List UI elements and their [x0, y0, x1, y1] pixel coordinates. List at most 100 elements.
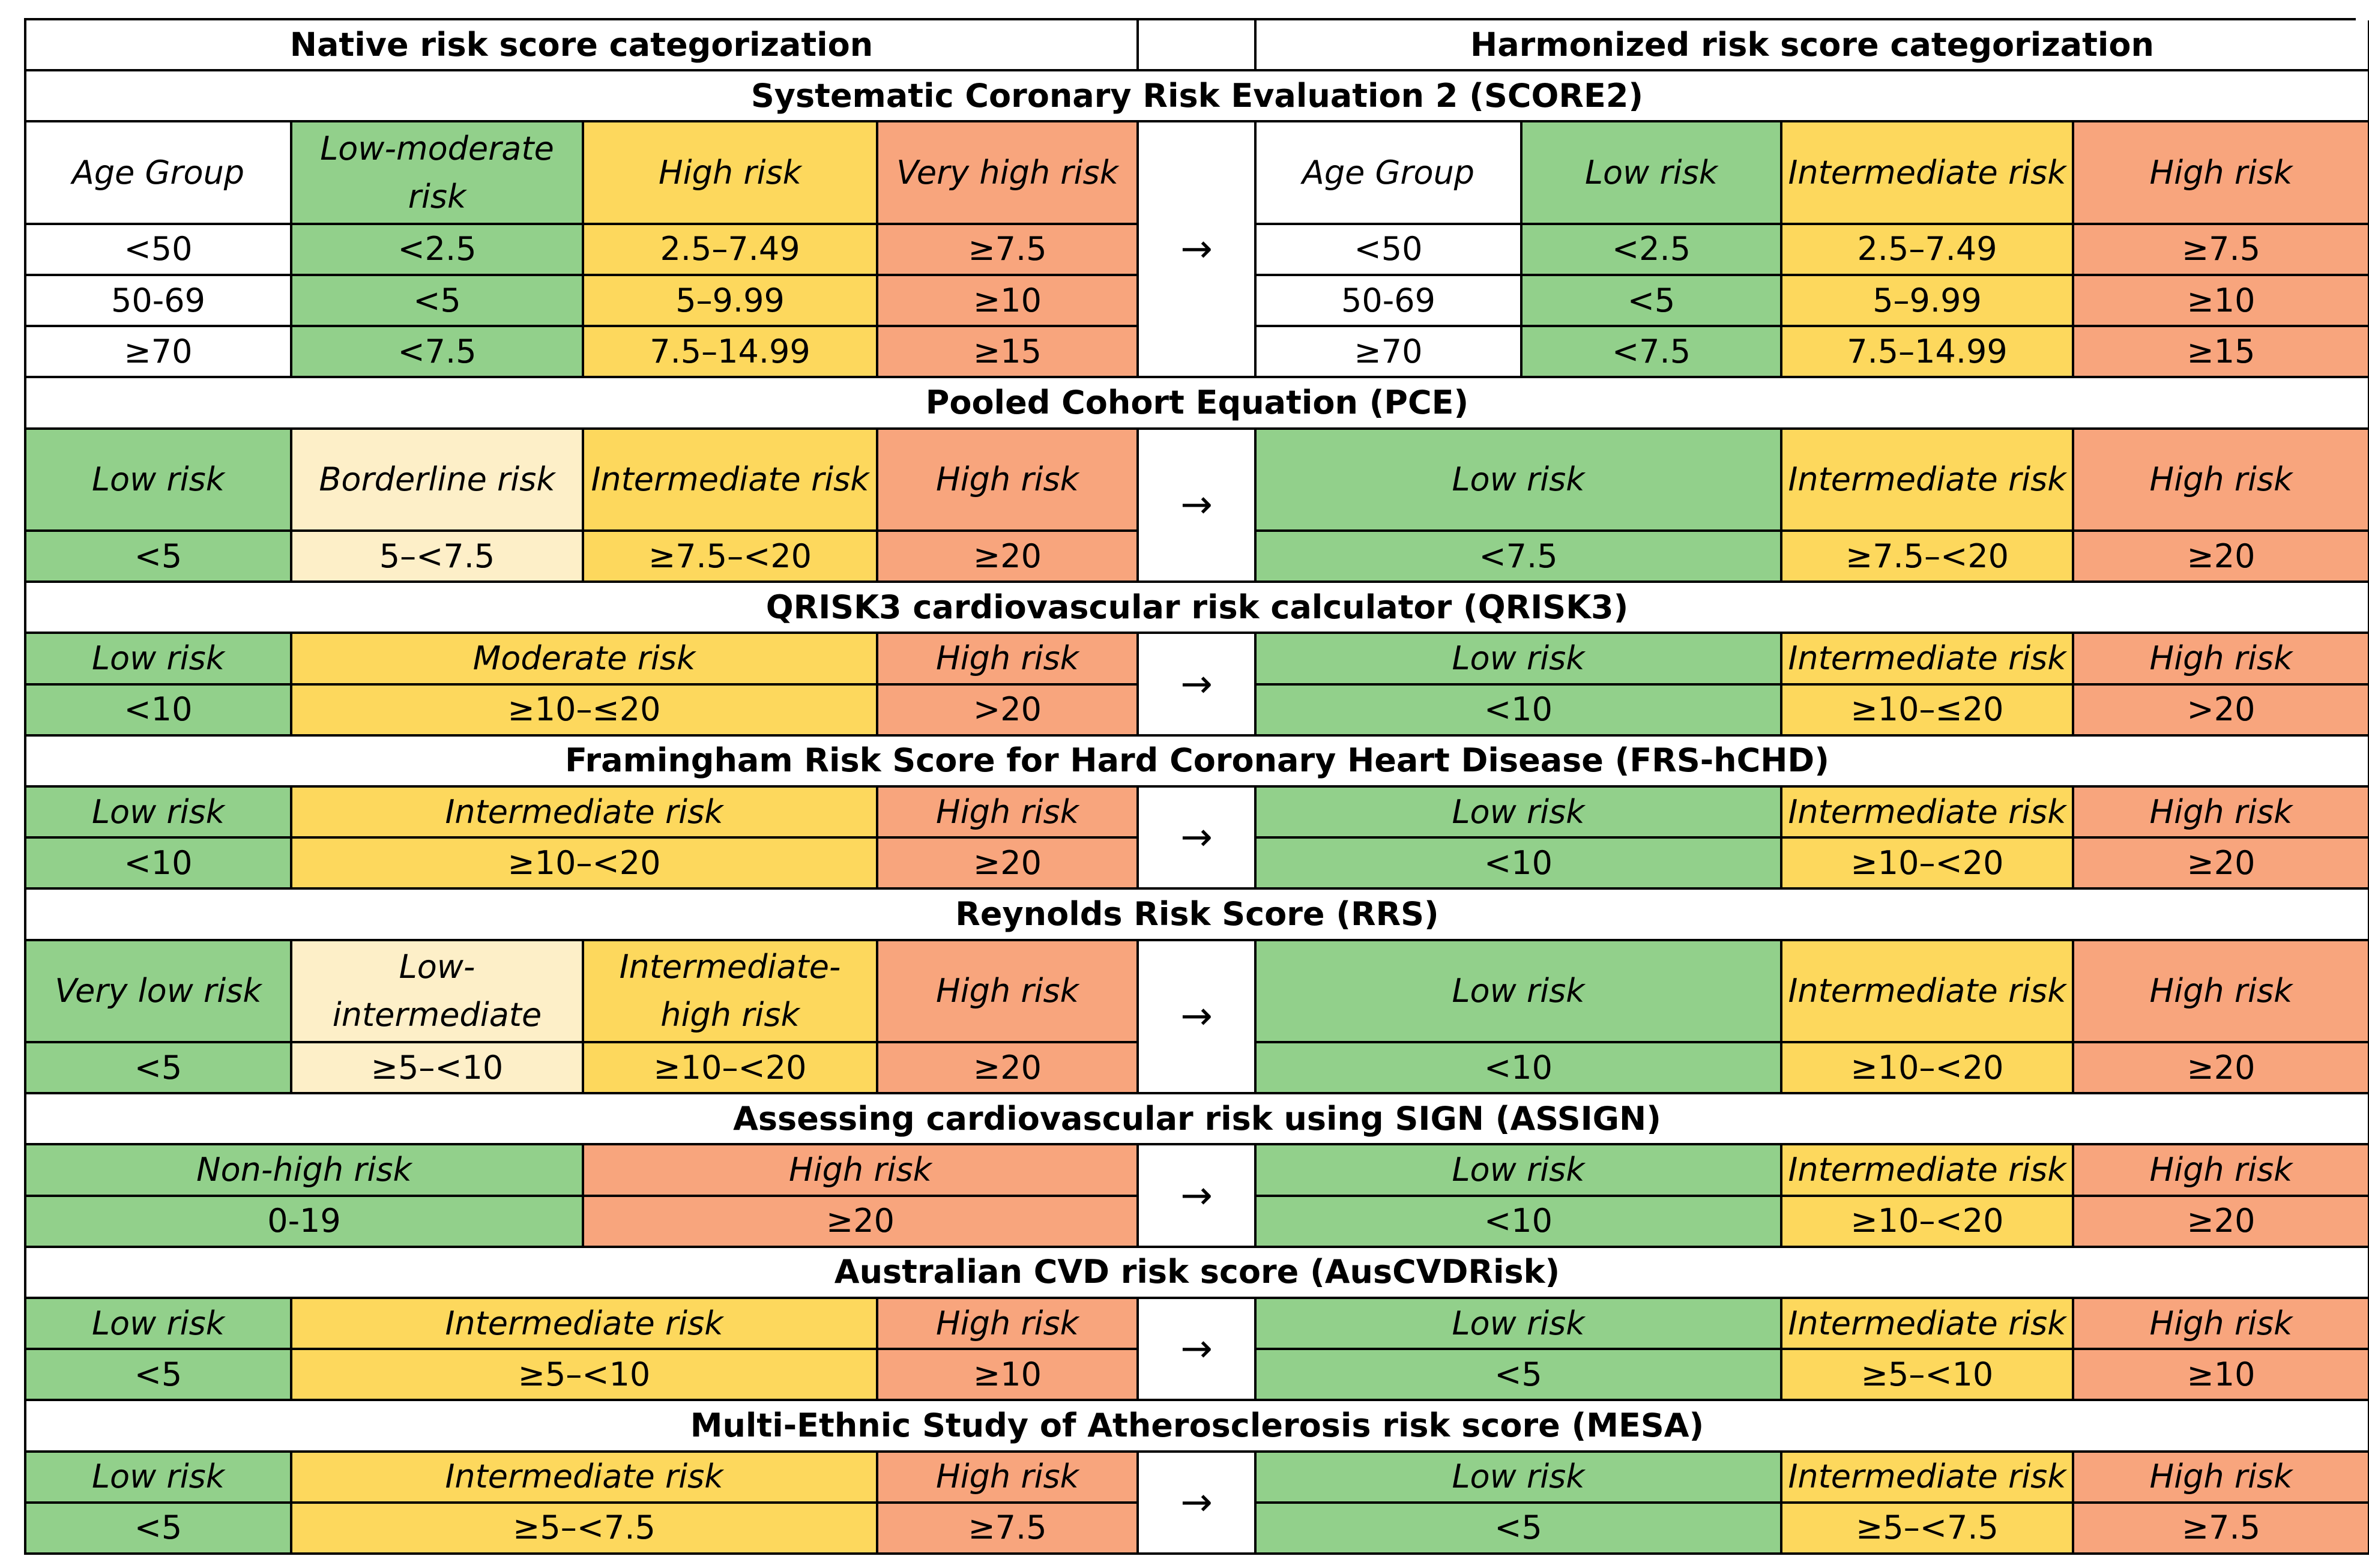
- pce-native-intermediate-cell: ≥7.5–<20: [584, 531, 878, 583]
- frs-native-high-cell: ≥20: [878, 839, 1139, 890]
- score2-harm-low-cell: <7.5: [1522, 327, 1782, 379]
- score2-native-veryhigh-cell: ≥10: [878, 276, 1139, 328]
- aus-harm-intermediate-header: Intermediate risk: [1782, 1298, 2074, 1351]
- qrisk3-native-high-header: High risk: [878, 634, 1139, 686]
- rrs-native-intermediatehigh-header: Intermediate-high risk: [584, 941, 878, 1043]
- assign-harm-intermediate-cell: ≥10–<20: [1782, 1196, 2074, 1248]
- qrisk3-harm-low-cell: <10: [1257, 685, 1782, 737]
- score2-harm-high-header: High risk: [2074, 122, 2369, 225]
- rrs-harm-high-cell: ≥20: [2074, 1043, 2369, 1095]
- aus-native-intermediate-cell: ≥5–<10: [292, 1350, 878, 1402]
- frs-harm-low-header: Low risk: [1257, 787, 1782, 839]
- rrs-native-high-cell: ≥20: [878, 1043, 1139, 1095]
- aus-native-intermediate-header: Intermediate risk: [292, 1298, 878, 1351]
- qrisk3-title: QRISK3 cardiovascular risk calculator (Q…: [26, 583, 2369, 635]
- aus-harm-high-header: High risk: [2074, 1298, 2369, 1351]
- score2-native-high-cell: 2.5–7.49: [584, 225, 878, 276]
- aus-title: Australian CVD risk score (AusCVDRisk): [26, 1247, 2369, 1299]
- qrisk3-arrow-icon: →: [1139, 634, 1257, 737]
- native-header: Native risk score categorization: [26, 20, 1139, 72]
- harmonized-header: Harmonized risk score categorization: [1257, 20, 2369, 72]
- assign-harm-low-cell: <10: [1257, 1196, 1782, 1248]
- score2-native-veryhigh-header: Very high risk: [878, 122, 1139, 225]
- rrs-harm-low-cell: <10: [1257, 1043, 1782, 1095]
- score2-harm-age-cell: <50: [1257, 225, 1522, 276]
- score2-native-high-cell: 5–9.99: [584, 276, 878, 328]
- score2-native-age-cell: <50: [26, 225, 292, 276]
- score2-native-veryhigh-cell: ≥15: [878, 327, 1139, 379]
- pce-harm-high-cell: ≥20: [2074, 531, 2369, 583]
- aus-native-low-header: Low risk: [26, 1298, 292, 1351]
- score2-harm-intermediate-cell: 5–9.99: [1782, 276, 2074, 328]
- mesa-harm-intermediate-header: Intermediate risk: [1782, 1452, 2074, 1504]
- assign-native-high-header: High risk: [584, 1145, 1139, 1197]
- mesa-native-intermediate-header: Intermediate risk: [292, 1452, 878, 1504]
- qrisk3-harm-high-header: High risk: [2074, 634, 2369, 686]
- assign-native-nonhigh-cell: 0-19: [26, 1196, 584, 1248]
- frs-native-intermediate-header: Intermediate risk: [292, 787, 878, 839]
- qrisk3-native-high-cell: >20: [878, 685, 1139, 737]
- mesa-harm-high-cell: ≥7.5: [2074, 1503, 2369, 1555]
- assign-arrow-icon: →: [1139, 1145, 1257, 1248]
- frs-native-intermediate-cell: ≥10–<20: [292, 839, 878, 890]
- score2-native-high-cell: 7.5–14.99: [584, 327, 878, 379]
- pce-harm-low-cell: <7.5: [1257, 531, 1782, 583]
- rrs-native-high-header: High risk: [878, 941, 1139, 1043]
- assign-native-high-cell: ≥20: [584, 1196, 1139, 1248]
- frs-harm-intermediate-header: Intermediate risk: [1782, 787, 2074, 839]
- score2-harm-intermediate-cell: 2.5–7.49: [1782, 225, 2074, 276]
- rrs-native-verylow-cell: <5: [26, 1043, 292, 1095]
- score2-harm-intermediate-cell: 7.5–14.99: [1782, 327, 2074, 379]
- assign-harm-high-cell: ≥20: [2074, 1196, 2369, 1248]
- rrs-native-lowintermediate-cell: ≥5–<10: [292, 1043, 584, 1095]
- frs-harm-intermediate-cell: ≥10–<20: [1782, 839, 2074, 890]
- frs-title: Framingham Risk Score for Hard Coronary …: [26, 736, 2369, 788]
- assign-harm-high-header: High risk: [2074, 1145, 2369, 1197]
- frs-harm-high-header: High risk: [2074, 787, 2369, 839]
- assign-harm-low-header: Low risk: [1257, 1145, 1782, 1197]
- qrisk3-native-low-header: Low risk: [26, 634, 292, 686]
- mesa-native-intermediate-cell: ≥5–<7.5: [292, 1503, 878, 1555]
- rrs-harm-high-header: High risk: [2074, 941, 2369, 1043]
- rrs-native-intermediatehigh-cell: ≥10–<20: [584, 1043, 878, 1095]
- rrs-harm-intermediate-header: Intermediate risk: [1782, 941, 2074, 1043]
- pce-harm-intermediate-header: Intermediate risk: [1782, 429, 2074, 532]
- score2-harm-age-cell: 50-69: [1257, 276, 1522, 328]
- pce-native-high-header: High risk: [878, 429, 1139, 532]
- frs-native-low-cell: <10: [26, 839, 292, 890]
- pce-title: Pooled Cohort Equation (PCE): [26, 378, 2369, 430]
- mesa-native-high-cell: ≥7.5: [878, 1503, 1139, 1555]
- score2-native-age-cell: 50-69: [26, 276, 292, 328]
- frs-native-low-header: Low risk: [26, 787, 292, 839]
- score2-native-low-cell: <5: [292, 276, 584, 328]
- pce-native-borderline-header: Borderline risk: [292, 429, 584, 532]
- qrisk3-harm-low-header: Low risk: [1257, 634, 1782, 686]
- score2-harm-age-header: Age Group: [1257, 122, 1522, 225]
- qrisk3-harm-intermediate-cell: ≥10–≤20: [1782, 685, 2074, 737]
- frs-harm-high-cell: ≥20: [2074, 839, 2369, 890]
- pce-harm-high-header: High risk: [2074, 429, 2369, 532]
- header-spacer: [1139, 20, 1257, 72]
- mesa-harm-low-header: Low risk: [1257, 1452, 1782, 1504]
- pce-native-high-cell: ≥20: [878, 531, 1139, 583]
- assign-harm-intermediate-header: Intermediate risk: [1782, 1145, 2074, 1197]
- rrs-harm-intermediate-cell: ≥10–<20: [1782, 1043, 2074, 1095]
- aus-harm-high-cell: ≥10: [2074, 1350, 2369, 1402]
- frs-arrow-icon: →: [1139, 787, 1257, 890]
- score2-harm-intermediate-header: Intermediate risk: [1782, 122, 2074, 225]
- aus-native-low-cell: <5: [26, 1350, 292, 1402]
- rrs-title: Reynolds Risk Score (RRS): [26, 890, 2369, 941]
- score2-native-high-header: High risk: [584, 122, 878, 225]
- assign-native-nonhigh-header: Non-high risk: [26, 1145, 584, 1197]
- qrisk3-harm-intermediate-header: Intermediate risk: [1782, 634, 2074, 686]
- pce-harm-low-header: Low risk: [1257, 429, 1782, 532]
- mesa-native-low-header: Low risk: [26, 1452, 292, 1504]
- qrisk3-native-low-cell: <10: [26, 685, 292, 737]
- score2-harm-low-header: Low risk: [1522, 122, 1782, 225]
- aus-harm-low-header: Low risk: [1257, 1298, 1782, 1351]
- score2-harm-low-cell: <5: [1522, 276, 1782, 328]
- aus-harm-intermediate-cell: ≥5–<10: [1782, 1350, 2074, 1402]
- score2-native-age-header: Age Group: [26, 122, 292, 225]
- score2-native-low-header: Low-moderate risk: [292, 122, 584, 225]
- score2-harm-high-cell: ≥7.5: [2074, 225, 2369, 276]
